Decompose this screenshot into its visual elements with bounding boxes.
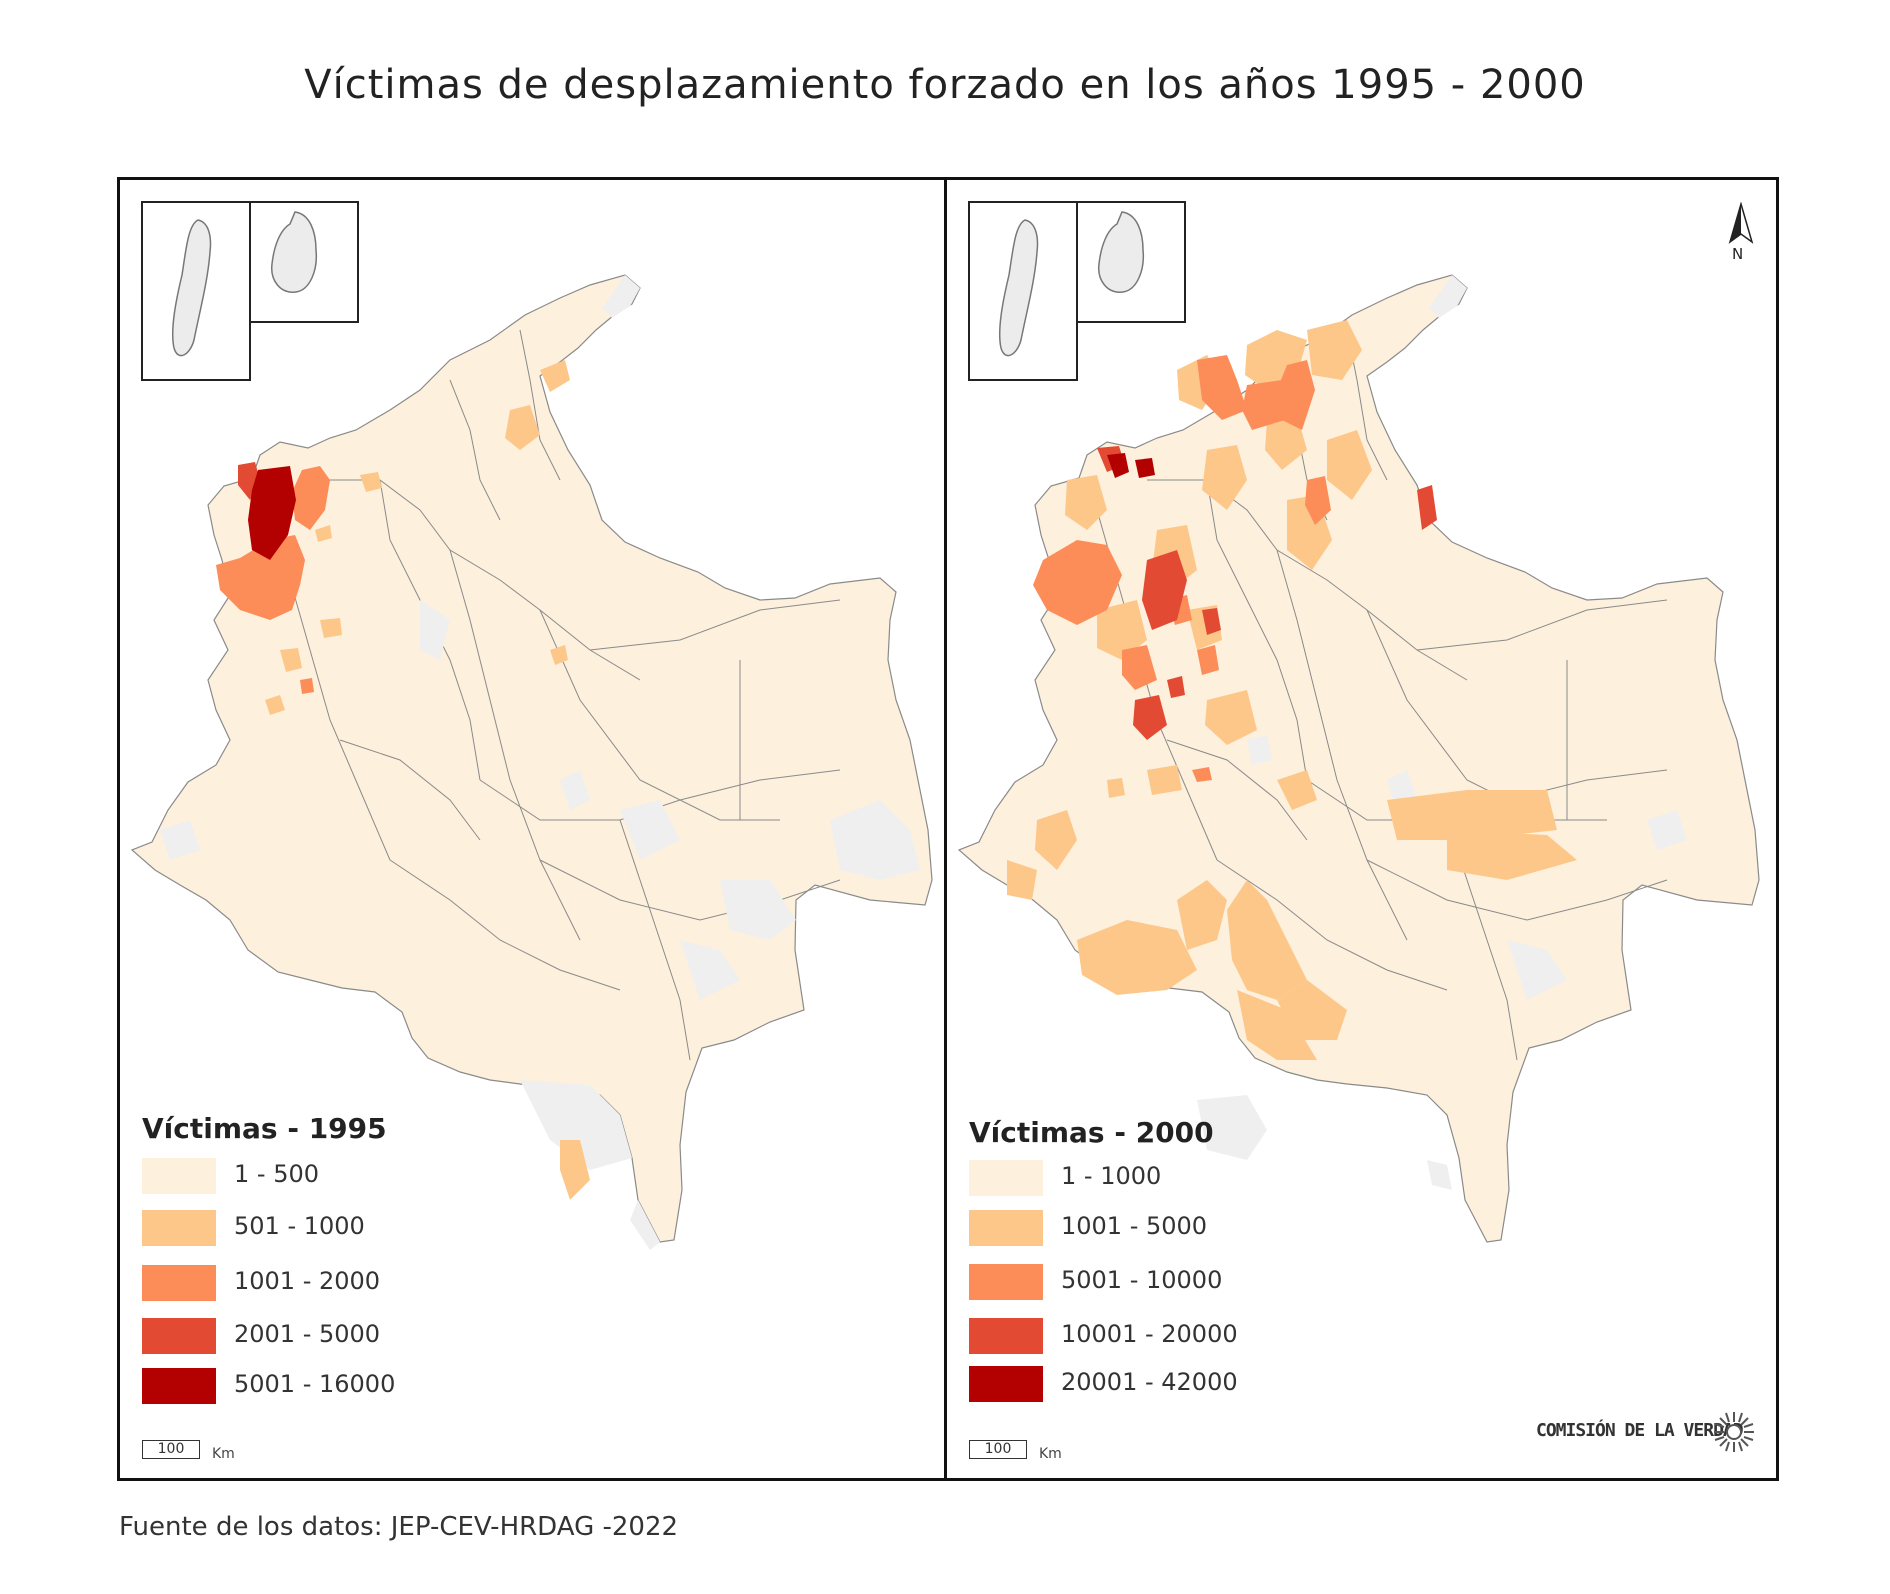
- providencia-island: [1098, 211, 1145, 293]
- legend-label: 1001 - 2000: [234, 1267, 381, 1295]
- class-5001-10000-2000: [1033, 355, 1331, 782]
- legend-label: 5001 - 10000: [1061, 1266, 1223, 1294]
- legend-swatch: [969, 1210, 1043, 1246]
- maps-divider: [944, 177, 947, 1481]
- class-1001-5000-2000: [1007, 320, 1577, 1060]
- scale-value: 100: [969, 1440, 1027, 1459]
- map-title: Víctimas de desplazamiento forzado en lo…: [304, 62, 1586, 108]
- legend-swatch: [969, 1264, 1043, 1300]
- legend-label: 20001 - 42000: [1061, 1368, 1238, 1396]
- no-data-areas-2000: [1197, 275, 1687, 1190]
- map-panel-2000: Víctimas - 2000 1 - 1000 1001 - 5000 500…: [947, 180, 1771, 1478]
- maps-frame: [117, 177, 1779, 1481]
- providencia-island: [271, 211, 318, 293]
- scale-unit: Km: [1039, 1446, 1062, 1462]
- data-source-caption: Fuente de los datos: JEP-CEV-HRDAG -2022: [119, 1512, 679, 1542]
- class-5001-16000-1995: [248, 466, 296, 560]
- country-base-2000: [957, 274, 1760, 1243]
- legend-swatch: [969, 1160, 1043, 1196]
- class-501-1000-1995: [265, 360, 590, 1200]
- class-20001-42000-2000: [1107, 453, 1155, 478]
- legend-swatch: [142, 1158, 216, 1194]
- country-base-1995: [130, 274, 933, 1243]
- no-data-areas-1995: [160, 275, 920, 1250]
- legend-swatch: [142, 1318, 216, 1354]
- map-panel-1995: Víctimas - 1995 1 - 500 501 - 1000 1001 …: [120, 180, 944, 1478]
- legend-label: 2001 - 5000: [234, 1320, 381, 1348]
- legend-label: 5001 - 16000: [234, 1370, 396, 1398]
- legend-swatch: [142, 1265, 216, 1301]
- comision-verdad-logo: COMISIÓN DE LA VERDAD: [1536, 1408, 1754, 1458]
- san-andres-island: [998, 219, 1039, 357]
- legend-title-1995: Víctimas - 1995: [142, 1112, 387, 1145]
- scale-value: 100: [142, 1440, 200, 1459]
- colombia-map-1995: [130, 201, 933, 1250]
- legend-swatch: [969, 1318, 1043, 1354]
- legend-label: 1001 - 5000: [1061, 1212, 1208, 1240]
- class-1001-2000-1995: [216, 466, 330, 694]
- legend-swatch: [969, 1366, 1043, 1402]
- legend-title-2000: Víctimas - 2000: [969, 1116, 1214, 1149]
- legend-label: 10001 - 20000: [1061, 1320, 1238, 1348]
- north-label: N: [1732, 245, 1744, 263]
- legend-label: 501 - 1000: [234, 1212, 365, 1240]
- sunburst-icon: [1714, 1412, 1754, 1452]
- logo-text: COMISIÓN DE LA VERDAD: [1536, 1420, 1744, 1441]
- legend-label: 1 - 1000: [1061, 1162, 1162, 1190]
- legend-swatch: [142, 1368, 216, 1404]
- north-arrow-icon: [1728, 202, 1754, 244]
- colombia-map-2000: [957, 201, 1760, 1243]
- legend-swatch: [142, 1210, 216, 1246]
- scale-unit: Km: [212, 1446, 235, 1462]
- legend-label: 1 - 500: [234, 1160, 319, 1188]
- san-andres-island: [171, 219, 212, 357]
